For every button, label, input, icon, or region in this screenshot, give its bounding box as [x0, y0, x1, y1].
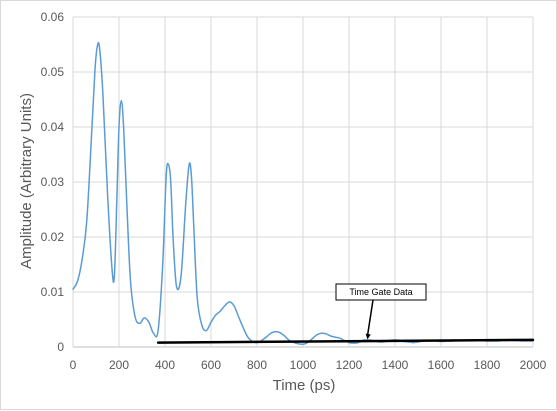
- y-tick-label: 0.05: [41, 65, 65, 79]
- x-tick-label: 1600: [428, 358, 455, 372]
- x-tick-label: 1000: [290, 358, 317, 372]
- annotation-label: Time Gate Data: [349, 287, 412, 297]
- x-tick-label: 200: [109, 358, 129, 372]
- y-tick-label: 0: [57, 340, 64, 354]
- x-tick-label: 0: [70, 358, 77, 372]
- x-tick-label: 800: [247, 358, 267, 372]
- y-axis-title: Amplitude (Arbitrary Units): [18, 93, 35, 269]
- x-axis-title: Time (ps): [273, 377, 336, 394]
- y-tick-label: 0.06: [41, 10, 65, 24]
- annotation-layer: Time Gate Data: [335, 283, 427, 340]
- x-tick-label: 1400: [382, 358, 409, 372]
- y-tick-label: 0.01: [41, 285, 65, 299]
- x-tick-label: 1200: [336, 358, 363, 372]
- series-layer: [72, 41, 535, 346]
- annotation-arrow: [366, 299, 374, 337]
- y-tick-label: 0.02: [41, 230, 65, 244]
- x-tick-label: 2000: [520, 358, 547, 372]
- time-gate-series-line: [156, 338, 535, 344]
- annotation-box: [335, 283, 427, 301]
- grid-lines: [72, 16, 534, 348]
- y-tick-label: 0.03: [41, 175, 65, 189]
- y-tick-label: 0.04: [41, 120, 65, 134]
- x-tick-label: 1800: [474, 358, 501, 372]
- x-tick-label: 600: [201, 358, 221, 372]
- x-tick-label: 400: [155, 358, 175, 372]
- y-tick-labels: 0 0.01 0.02 0.03 0.04 0.05 0.06: [41, 10, 65, 354]
- x-tick-labels: 0 200 400 600 800 1000 1200 1400 1600 1800 2000: [70, 358, 547, 372]
- annotation-arrowhead: [365, 333, 371, 340]
